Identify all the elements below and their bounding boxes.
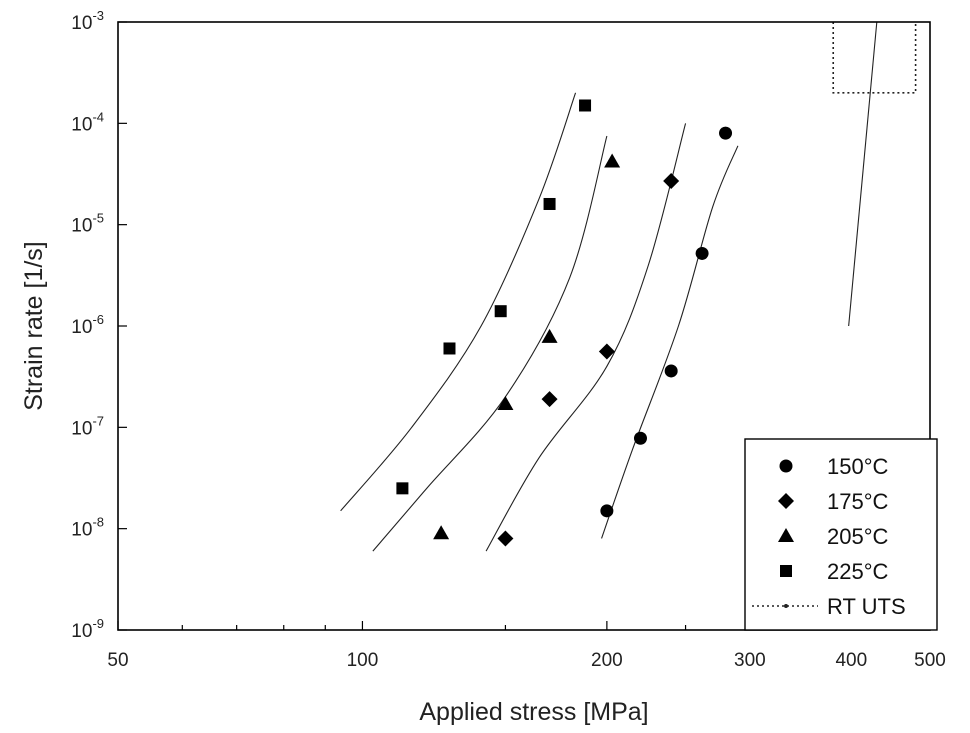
legend-marker-205c <box>778 528 794 542</box>
legend-label: 150°C <box>827 454 889 479</box>
data-point-225c <box>396 482 409 495</box>
legend-label: RT UTS <box>827 594 906 619</box>
rt-uts-limit-box <box>832 22 917 94</box>
data-point-150c <box>695 246 709 260</box>
data-point-150c <box>719 126 733 140</box>
fit-lines <box>340 21 917 552</box>
legend-label: 175°C <box>827 489 889 514</box>
data-point-150c <box>600 504 614 518</box>
legend-label: 205°C <box>827 524 889 549</box>
fit-line-rtuts <box>848 21 878 327</box>
x-tick-label: 500 <box>914 650 946 671</box>
data-point-205c <box>604 153 621 168</box>
y-tick-label: 10-8 <box>71 515 104 541</box>
y-tick-label: 10-6 <box>71 312 104 338</box>
legend-line-dot <box>784 604 788 608</box>
y-tick-label: 10-7 <box>71 413 104 439</box>
legend-label: 225°C <box>827 559 889 584</box>
data-point-175c <box>598 343 615 360</box>
data-point-205c <box>497 395 514 410</box>
legend-marker-175c <box>778 493 794 509</box>
x-tick-label: 400 <box>835 650 867 671</box>
legend: 150°C 175°C 205°C 225°C RT UTS <box>744 438 938 631</box>
y-tick-label: 10-4 <box>71 109 104 135</box>
data-point-225c <box>494 305 507 318</box>
data-point-175c <box>541 391 558 408</box>
fit-line-225c <box>340 92 577 512</box>
x-axis-ticks: 50 100 200 300 400 500 <box>107 621 946 671</box>
y-tick-label: 10-5 <box>71 211 104 237</box>
data-markers <box>396 99 733 547</box>
fit-line-205c <box>372 135 608 552</box>
x-axis-label: Applied stress [MPa] <box>419 698 648 726</box>
fit-line-150c <box>601 145 739 539</box>
data-point-150c <box>664 364 678 378</box>
legend-box <box>744 438 938 631</box>
legend-marker-150c <box>779 459 793 473</box>
x-tick-label: 300 <box>734 650 766 671</box>
data-point-205c <box>433 525 450 540</box>
data-point-175c <box>663 172 680 189</box>
legend-marker-225c <box>780 565 792 577</box>
fit-line-175c <box>485 123 687 552</box>
data-point-175c <box>497 530 514 547</box>
x-tick-label: 200 <box>591 650 623 671</box>
data-point-150c <box>633 431 647 445</box>
y-axis-label: Strain rate [1/s] <box>20 241 48 411</box>
x-tick-label: 50 <box>107 650 128 671</box>
x-tick-label: 100 <box>347 650 379 671</box>
y-tick-label: 10-9 <box>71 616 104 642</box>
data-point-225c <box>443 342 456 355</box>
data-point-225c <box>579 99 592 112</box>
data-point-205c <box>541 328 558 343</box>
y-tick-label: 10-3 <box>71 8 104 34</box>
y-axis-ticks: 10-9 10-8 10-7 10-6 10-5 10-4 10-3 <box>71 8 127 642</box>
data-point-225c <box>543 197 556 210</box>
